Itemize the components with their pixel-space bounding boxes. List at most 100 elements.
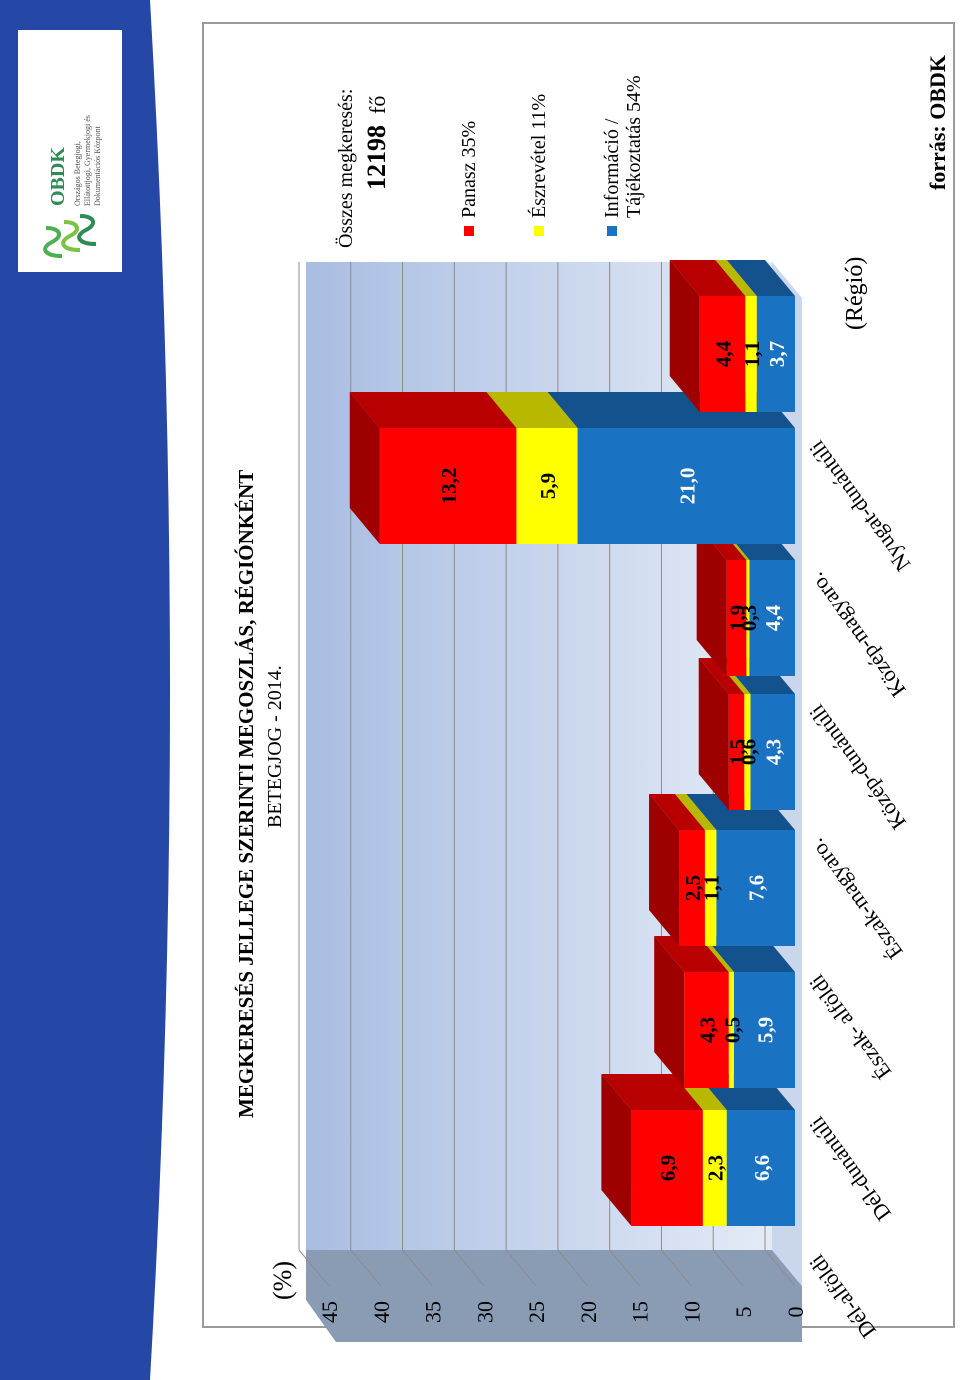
total-value-block: 12198 [362, 125, 391, 190]
bar-segment [716, 830, 795, 946]
bars: 6,62,36,95,90,54,37,61,12,54,30,61,54,40… [349, 260, 795, 1226]
y-tick-label: 15 [628, 1301, 653, 1323]
gridline-floor [453, 1249, 485, 1287]
legend: Panasz 35% Észrevétel 11% Információ /Tájé… [458, 75, 645, 236]
bar-end-face [649, 794, 680, 946]
data-label: 1,5 [725, 739, 749, 765]
gridline-floor [402, 1249, 433, 1287]
bar-segment [726, 560, 747, 676]
category-label: Dél-dunántúli [804, 1112, 896, 1226]
gridline-floor [609, 1249, 641, 1287]
data-label: 0,3 [737, 605, 761, 631]
bar-segment-top [601, 1074, 703, 1110]
data-label: 1,1 [700, 875, 724, 901]
bar-segment [756, 296, 795, 412]
legend-swatch [607, 226, 617, 236]
bar-stack: 7,6 1,12,5 [649, 794, 795, 946]
bar-segment [726, 1110, 795, 1226]
bar-segment [684, 972, 729, 1088]
gridline-floor [661, 1249, 692, 1287]
bar-stack: 5,9 0,54,3 [654, 936, 795, 1088]
gridline-floor [350, 1249, 382, 1287]
data-label: 1,9 [725, 605, 749, 631]
bar-segment-top [669, 260, 746, 296]
y-tick-label: 5 [731, 1307, 756, 1318]
data-label: 21,0 [675, 468, 699, 505]
legend-label: Észrevétel 11% [527, 94, 550, 218]
y-tick-label: 40 [369, 1301, 394, 1323]
bar-segment-top [349, 392, 517, 428]
data-label: 13,2 [437, 468, 461, 505]
bar-end-face [669, 260, 700, 412]
bar-end-face [698, 658, 729, 810]
bar-segment-top [715, 260, 757, 296]
y-tick-label: 10 [679, 1301, 704, 1323]
bar-segment [702, 1110, 727, 1226]
gridline-floor [505, 1249, 537, 1287]
total-unit: fő [365, 96, 390, 114]
logo-image: OBDK Országos Betegjogi, Ellátottjogi, G… [43, 115, 102, 258]
data-label: 0,5 [720, 1017, 744, 1043]
y-tick-label: 45 [317, 1301, 342, 1323]
bar-stack: 6,6 2,3 6,9 [601, 1074, 795, 1226]
obdk-logo: OBDK Országos Betegjogi, Ellátottjogi, G… [18, 30, 122, 272]
y-tick-label: 25 [524, 1301, 549, 1323]
bar-stack: 4,30,61,5 [698, 658, 795, 810]
bar-segment [379, 428, 517, 544]
bar-segment [746, 560, 750, 676]
bar-end-face [601, 1074, 632, 1226]
bar-segment [577, 428, 795, 544]
bar-segment [745, 296, 757, 412]
data-label: 4,3 [762, 739, 786, 765]
logo-line-2: Ellátottjogi, Gyermekjogi és [83, 115, 92, 206]
category-label: Nyugat-dunántúli [804, 436, 915, 576]
data-label: 3,7 [765, 341, 789, 367]
data-label: 6,6 [750, 1155, 774, 1181]
category-label: Észak-magyaro. [804, 834, 908, 964]
y-tick-label: 30 [472, 1301, 497, 1323]
y-tick-label: 0 [783, 1307, 808, 1318]
legend-swatch [464, 226, 474, 236]
bar-segment [704, 830, 717, 946]
gridline-floor [298, 1249, 330, 1287]
category-label: Közép-magyaro. [804, 568, 911, 702]
data-label: 2,5 [681, 875, 705, 901]
bar-segment [733, 972, 795, 1088]
bar-stack: 4,40,31,9 [696, 524, 795, 676]
logo-line-3: Dokumentációs Központ [93, 125, 102, 206]
logo-mark-icon [43, 214, 97, 258]
bar-segment-top [726, 260, 795, 296]
category-labels: Dél-alföldi Dél-dunántúli Észak- alföldiÉs… [804, 436, 915, 1343]
data-label: 4,3 [695, 1017, 719, 1043]
bar-segment [631, 1110, 703, 1226]
bar-segment [728, 694, 745, 810]
y-axis-title: (%) [268, 1261, 297, 1300]
data-label: 5,9 [753, 1017, 777, 1043]
y-tick-label: 35 [421, 1301, 446, 1323]
bar-end-face [696, 524, 727, 676]
y-tick-label: 20 [576, 1301, 601, 1323]
bar-segment [728, 972, 734, 1088]
x-axis-title: (Régió) [842, 257, 868, 330]
source-text: forrás: OBDK [925, 55, 950, 190]
total-block: Összes megkeresés: [334, 89, 357, 248]
total-value: 12198 [362, 125, 391, 190]
bar-end-face [349, 392, 380, 544]
total-unit-block: fő [365, 96, 390, 114]
bar-segment [516, 428, 578, 544]
chart-title: MEGKERESÉS JELLEGE SZERINTI MEGOSZLÁS, R… [234, 470, 258, 1118]
bar-segment [744, 694, 751, 810]
data-label: 1,1 [740, 341, 764, 367]
data-label: 2,3 [704, 1155, 728, 1181]
y-tick-labels: 0 5 10 15 20 25 30 35 40 45 [317, 1301, 808, 1323]
bar-segment-top [654, 936, 729, 972]
bar-segment [699, 296, 746, 412]
legend-label: Információ /Tájékoztatás 54% [601, 75, 645, 218]
bar-stack: 21,0 5,9 13,2 [349, 392, 795, 544]
data-label: 6,9 [656, 1155, 680, 1181]
chart-title-group: MEGKERESÉS JELLEGE SZERINTI MEGOSZLÁS, R… [234, 470, 258, 1118]
bar-segment-top [674, 794, 717, 830]
logo-line-1: Országos Betegjogi, [73, 141, 82, 206]
logo-brand: OBDK [47, 147, 69, 206]
